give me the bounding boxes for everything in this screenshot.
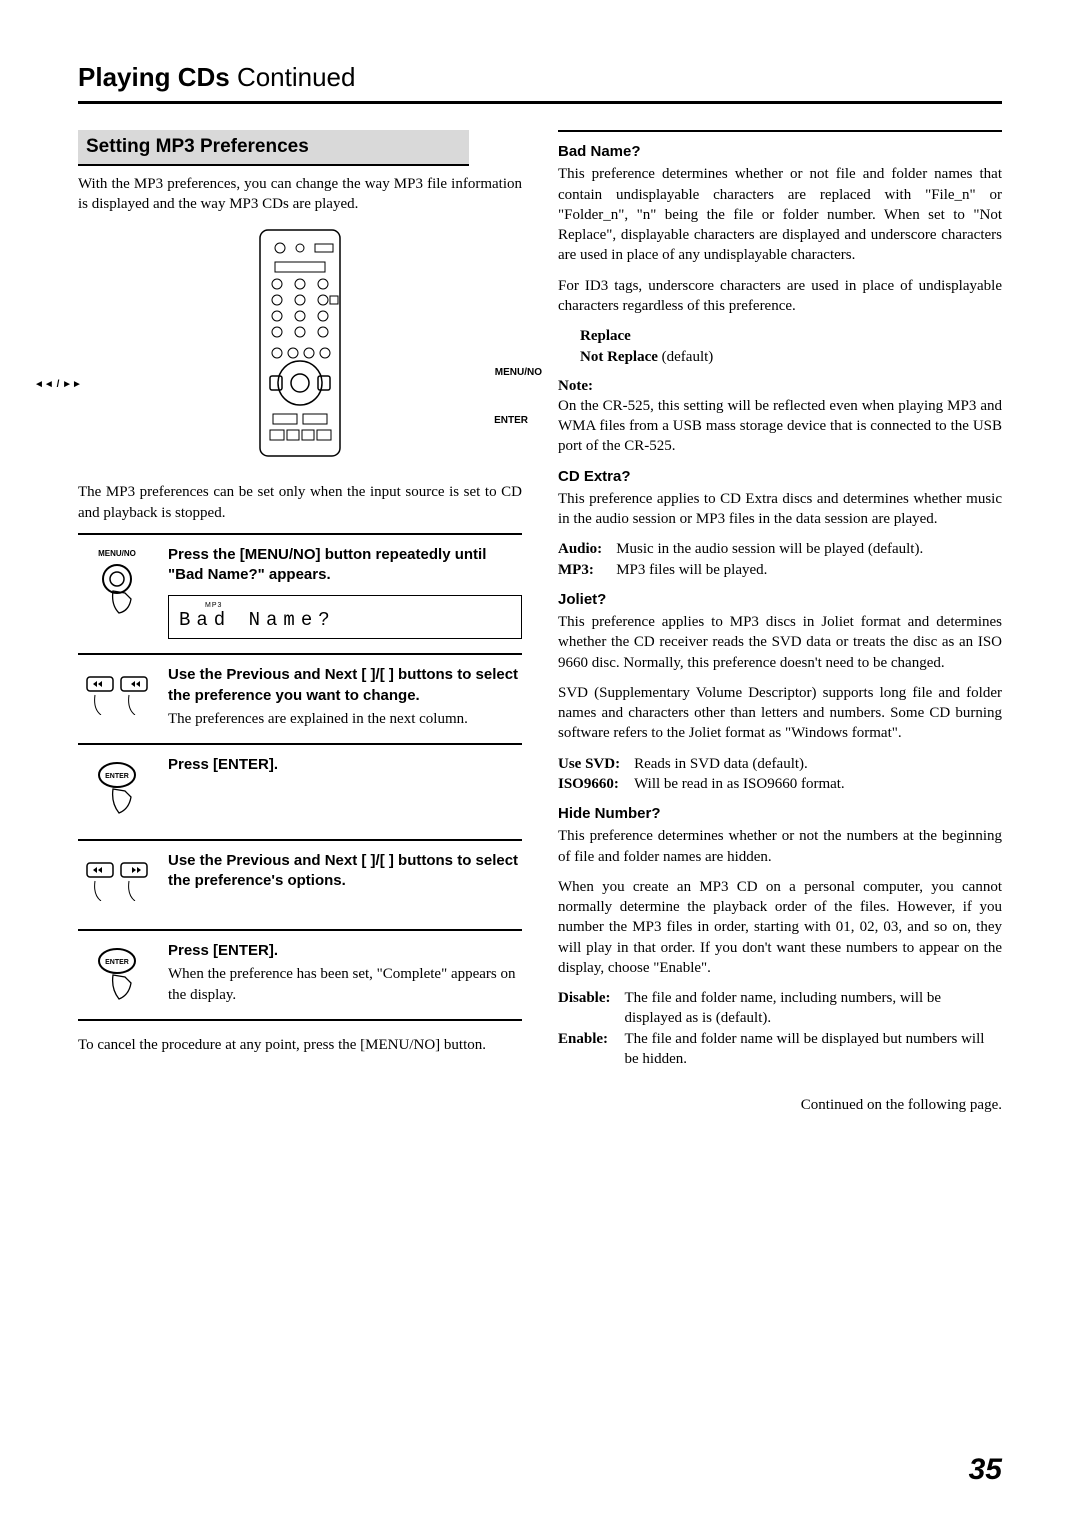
cdextra-p1: This preference applies to CD Extra disc… — [558, 489, 1002, 530]
page-number: 35 — [969, 1450, 1002, 1491]
opt-replace: Replace — [580, 328, 631, 344]
step2-title: Use the Previous and Next [ ]/[ ] button… — [168, 665, 522, 706]
pre-steps-note: The MP3 preferences can be set only when… — [78, 482, 522, 523]
cdextra-options: Audio:Music in the audio session will be… — [558, 539, 923, 580]
enter-button-icon: ENTER — [93, 759, 141, 815]
svg-text:ENTER: ENTER — [105, 773, 129, 780]
remote-diagram: ◄◄ / ►► MENU/NO ENTER — [78, 228, 522, 464]
press-button-icon — [93, 563, 141, 615]
cancel-note: To cancel the procedure at any point, pr… — [78, 1035, 522, 1055]
hidenum-p2: When you create an MP3 CD on a personal … — [558, 877, 1002, 978]
opt-mp3-val: MP3 files will be played. — [616, 560, 923, 580]
step4-title: Use the Previous and Next [ ]/[ ] button… — [168, 851, 522, 892]
step-4: Use the Previous and Next [ ]/[ ] button… — [78, 841, 522, 931]
opt-notreplace: Not Replace — [580, 349, 658, 365]
opt-disable-key: Disable: — [558, 988, 625, 1029]
joliet-p2: SVD (Supplementary Volume Descriptor) su… — [558, 683, 1002, 744]
enter-label: ENTER — [494, 414, 528, 428]
continued-note: Continued on the following page. — [558, 1095, 1002, 1115]
opt-svd-val: Reads in SVD data (default). — [634, 754, 845, 774]
step-5: ENTER Press [ENTER]. When the preference… — [78, 931, 522, 1021]
page-title: Playing CDs Continued — [78, 60, 1002, 104]
next-button-icon — [119, 675, 149, 715]
step-2: Use the Previous and Next [ ]/[ ] button… — [78, 655, 522, 745]
title-rest: Continued — [230, 62, 356, 92]
next-button-icon — [119, 861, 149, 901]
step3-title: Press [ENTER]. — [168, 755, 522, 775]
opt-disable-val: The file and folder name, including numb… — [625, 988, 1003, 1029]
opt-enable-key: Enable: — [558, 1029, 625, 1070]
joliet-options: Use SVD:Reads in SVD data (default). ISO… — [558, 754, 845, 795]
note-label: Note: — [558, 378, 593, 394]
hidenum-p1: This preference determines whether or no… — [558, 826, 1002, 867]
opt-enable-val: The file and folder name will be display… — [625, 1029, 1003, 1070]
prev-button-icon — [85, 675, 115, 715]
step1-title: Press the [MENU/NO] button repeatedly un… — [168, 545, 522, 586]
opt-iso-val: Will be read in as ISO9660 format. — [634, 774, 845, 794]
cdextra-heading: CD Extra? — [558, 467, 1002, 487]
prev-button-icon — [85, 861, 115, 901]
step5-title: Press [ENTER]. — [168, 941, 522, 961]
step-1: MENU/NO Press the [MENU/NO] button repea… — [78, 533, 522, 656]
badname-note: On the CR-525, this setting will be refl… — [558, 396, 1002, 457]
opt-audio-key: Audio: — [558, 539, 616, 559]
step5-text: When the preference has been set, "Compl… — [168, 964, 522, 1005]
title-bold: Playing CDs — [78, 62, 230, 92]
step-3: ENTER Press [ENTER]. — [78, 745, 522, 841]
svg-text:ENTER: ENTER — [105, 959, 129, 966]
display-text: Bad Name? — [179, 608, 511, 634]
badname-p2: For ID3 tags, underscore characters are … — [558, 276, 1002, 317]
step2-text: The preferences are explained in the nex… — [168, 709, 522, 729]
joliet-p1: This preference applies to MP3 discs in … — [558, 612, 1002, 673]
lcd-display: MP3 Bad Name? — [168, 595, 522, 639]
badname-options: Replace Not Replace (default) — [558, 326, 1002, 368]
left-column: Setting MP3 Preferences With the MP3 pre… — [78, 130, 522, 1115]
prevnext-label: ◄◄ / ►► — [34, 378, 82, 392]
joliet-heading: Joliet? — [558, 590, 1002, 610]
opt-iso-key: ISO9660: — [558, 774, 634, 794]
hidenum-options: Disable:The file and folder name, includ… — [558, 988, 1002, 1069]
hidenum-heading: Hide Number? — [558, 804, 1002, 824]
intro-paragraph: With the MP3 preferences, you can change… — [78, 174, 522, 215]
badname-heading: Bad Name? — [558, 142, 1002, 162]
badname-p1: This preference determines whether or no… — [558, 164, 1002, 265]
right-column: Bad Name? This preference determines whe… — [558, 130, 1002, 1115]
opt-svd-key: Use SVD: — [558, 754, 634, 774]
opt-mp3-key: MP3: — [558, 560, 616, 580]
remote-icon — [235, 228, 365, 458]
opt-audio-val: Music in the audio session will be playe… — [616, 539, 923, 559]
step1-icon-label: MENU/NO — [93, 549, 141, 560]
section-heading: Setting MP3 Preferences — [78, 130, 469, 166]
opt-notreplace-suffix: (default) — [658, 349, 713, 365]
enter-button-icon: ENTER — [93, 945, 141, 1001]
menuno-label: MENU/NO — [495, 366, 542, 380]
